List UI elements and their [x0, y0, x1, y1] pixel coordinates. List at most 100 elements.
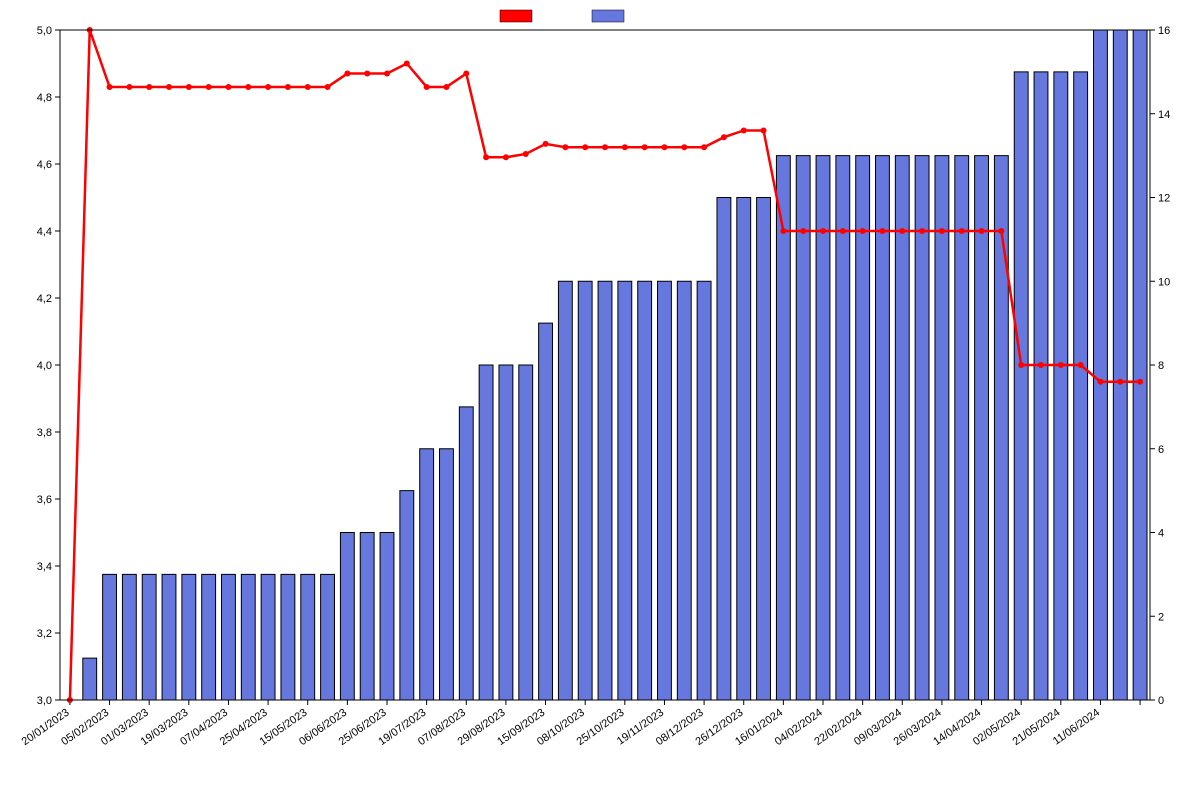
bar [380, 533, 394, 701]
line-marker [384, 71, 390, 77]
combo-chart: 3,03,23,43,63,84,04,24,44,64,85,00246810… [0, 0, 1200, 800]
line-marker [523, 151, 529, 157]
bar [83, 658, 97, 700]
line-marker [582, 144, 588, 150]
line-marker [364, 71, 370, 77]
bar [658, 281, 672, 700]
bar [578, 281, 592, 700]
bar [222, 574, 236, 700]
bar [1133, 30, 1147, 700]
line-marker [939, 228, 945, 234]
bar [479, 365, 493, 700]
line-marker [1117, 379, 1123, 385]
bar [539, 323, 553, 700]
line-marker [741, 128, 747, 134]
legend-swatch [592, 10, 624, 22]
bar [677, 281, 691, 700]
bar [499, 365, 513, 700]
bar [182, 574, 196, 700]
line-marker [483, 154, 489, 160]
y-left-tick-label: 4,2 [37, 293, 52, 305]
bar [1113, 30, 1127, 700]
y-left-tick-label: 3,6 [37, 494, 52, 506]
bar [915, 156, 929, 700]
bar [895, 156, 909, 700]
bar [301, 574, 315, 700]
y-right-tick-label: 8 [1158, 360, 1164, 372]
line-marker [899, 228, 905, 234]
line-marker [820, 228, 826, 234]
line-marker [404, 61, 410, 67]
line-marker [186, 84, 192, 90]
bar [340, 533, 354, 701]
bar [876, 156, 890, 700]
line-marker [959, 228, 965, 234]
bar [440, 449, 454, 700]
line-marker [245, 84, 251, 90]
line-marker [919, 228, 925, 234]
bar [1014, 72, 1028, 700]
bar [796, 156, 810, 700]
line-marker [622, 144, 628, 150]
line-marker [1038, 362, 1044, 368]
bar [757, 198, 771, 701]
bar [717, 198, 731, 701]
line-marker [503, 154, 509, 160]
y-right-tick-label: 14 [1158, 109, 1170, 121]
bar [598, 281, 612, 700]
line-marker [146, 84, 152, 90]
y-left-tick-label: 4,8 [37, 92, 52, 104]
bar [142, 574, 156, 700]
bar [519, 365, 533, 700]
y-left-tick-label: 4,6 [37, 159, 52, 171]
bar [103, 574, 117, 700]
line-marker [126, 84, 132, 90]
y-left-tick-label: 3,8 [37, 427, 52, 439]
chart-container: 3,03,23,43,63,84,04,24,44,64,85,00246810… [0, 0, 1200, 800]
line-marker [285, 84, 291, 90]
bar [459, 407, 473, 700]
bar [261, 574, 275, 700]
y-right-tick-label: 4 [1158, 528, 1164, 540]
bar [420, 449, 434, 700]
line-marker [166, 84, 172, 90]
bar [816, 156, 830, 700]
line-marker [602, 144, 608, 150]
bar [1054, 72, 1068, 700]
bar [776, 156, 790, 700]
line-marker [206, 84, 212, 90]
line-marker [1018, 362, 1024, 368]
line-marker [681, 144, 687, 150]
bar [697, 281, 711, 700]
line-marker [265, 84, 271, 90]
line-marker [661, 144, 667, 150]
bar [836, 156, 850, 700]
bar [1094, 30, 1108, 700]
line-marker [463, 71, 469, 77]
bar [955, 156, 969, 700]
y-left-tick-label: 3,0 [37, 695, 52, 707]
line-marker [225, 84, 231, 90]
bar [241, 574, 255, 700]
bar [638, 281, 652, 700]
line-marker [424, 84, 430, 90]
line-marker [305, 84, 311, 90]
bar [360, 533, 374, 701]
bar [400, 491, 414, 700]
line-marker [344, 71, 350, 77]
line-marker [860, 228, 866, 234]
bar [1034, 72, 1048, 700]
bar [1074, 72, 1088, 700]
line-marker [1078, 362, 1084, 368]
line-marker [107, 84, 113, 90]
y-right-tick-label: 6 [1158, 444, 1164, 456]
line-marker [1097, 379, 1103, 385]
bar [122, 574, 136, 700]
line-marker [642, 144, 648, 150]
y-left-tick-label: 4,0 [37, 360, 52, 372]
line-marker [998, 228, 1004, 234]
y-left-tick-label: 5,0 [37, 25, 52, 37]
bar [558, 281, 572, 700]
bar [321, 574, 335, 700]
line-marker [721, 134, 727, 140]
